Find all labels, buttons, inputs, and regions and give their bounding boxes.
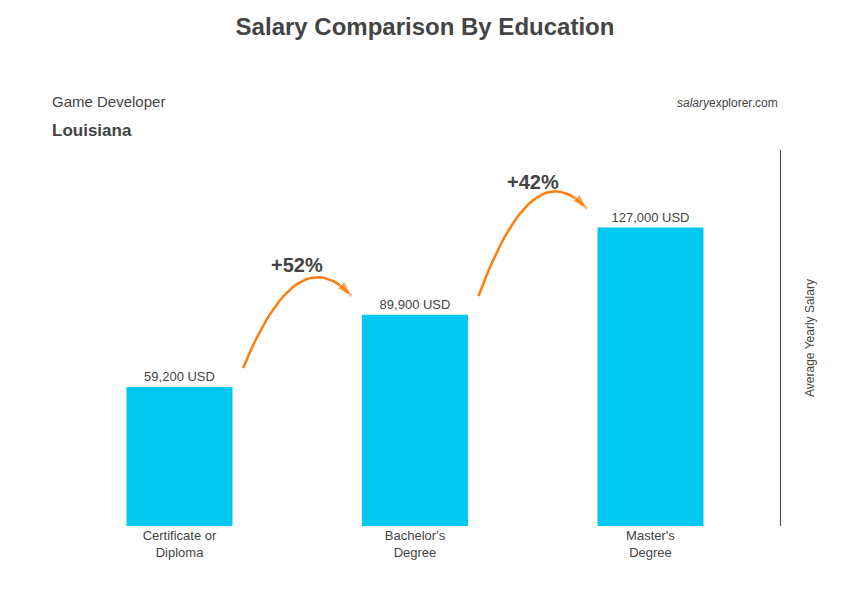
svg-text:Bachelor'sDegree: Bachelor'sDegree [385,528,446,560]
svg-text:Louisiana: Louisiana [52,121,132,140]
svg-text:Average Yearly Salary: Average Yearly Salary [803,279,817,397]
svg-text:Certificate orDiploma: Certificate orDiploma [143,528,217,560]
svg-text:Game Developer: Game Developer [52,93,165,110]
svg-text:Master'sDegree: Master'sDegree [626,528,675,560]
svg-text:+52%: +52% [271,254,323,276]
svg-text:+42%: +42% [507,171,559,193]
svg-text:127,000 USD: 127,000 USD [611,210,689,225]
svg-text:59,200 USD: 59,200 USD [144,369,215,384]
svg-text:89,900 USD: 89,900 USD [380,297,451,312]
svg-text:salaryexplorer.com: salaryexplorer.com [677,96,778,110]
svg-text:Salary Comparison By Education: Salary Comparison By Education [236,13,615,40]
